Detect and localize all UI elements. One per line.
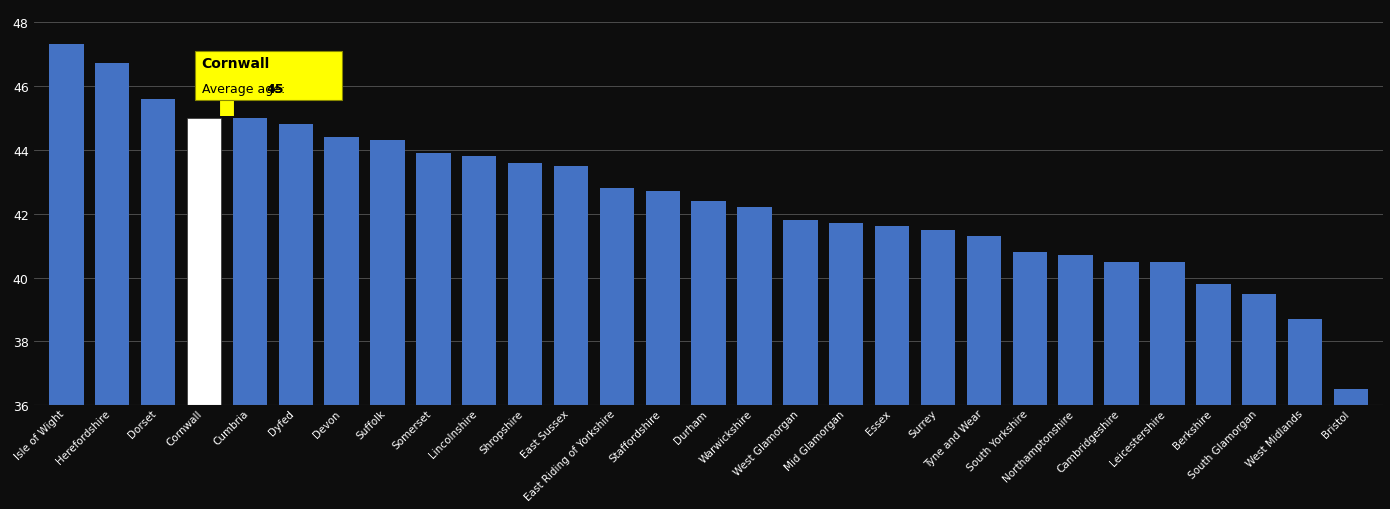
Bar <box>1289 320 1322 406</box>
FancyBboxPatch shape <box>195 51 342 101</box>
Bar <box>783 220 817 406</box>
Bar <box>507 163 542 406</box>
Bar <box>966 237 1001 406</box>
Bar <box>1243 294 1276 406</box>
Bar <box>920 230 955 406</box>
Text: Average age:: Average age: <box>202 82 289 95</box>
Bar <box>874 227 909 406</box>
Bar <box>645 192 680 406</box>
Bar <box>599 189 634 406</box>
Bar <box>278 125 313 406</box>
Bar <box>95 64 129 406</box>
Bar <box>140 99 175 406</box>
Bar <box>1012 252 1047 406</box>
Bar <box>186 119 221 406</box>
Bar <box>828 224 863 406</box>
Bar <box>324 138 359 406</box>
Text: 45: 45 <box>267 82 285 95</box>
Bar <box>1058 256 1093 406</box>
Bar <box>1104 262 1138 406</box>
Bar <box>1334 390 1368 406</box>
Bar <box>461 157 496 406</box>
Bar <box>553 166 588 406</box>
Bar <box>737 208 771 406</box>
Bar <box>691 202 726 406</box>
Text: Cornwall: Cornwall <box>202 56 270 71</box>
Bar <box>370 141 404 406</box>
Bar <box>1150 262 1184 406</box>
Bar <box>1197 285 1230 406</box>
Bar <box>49 45 83 406</box>
Bar <box>232 119 267 406</box>
Bar <box>416 154 450 406</box>
